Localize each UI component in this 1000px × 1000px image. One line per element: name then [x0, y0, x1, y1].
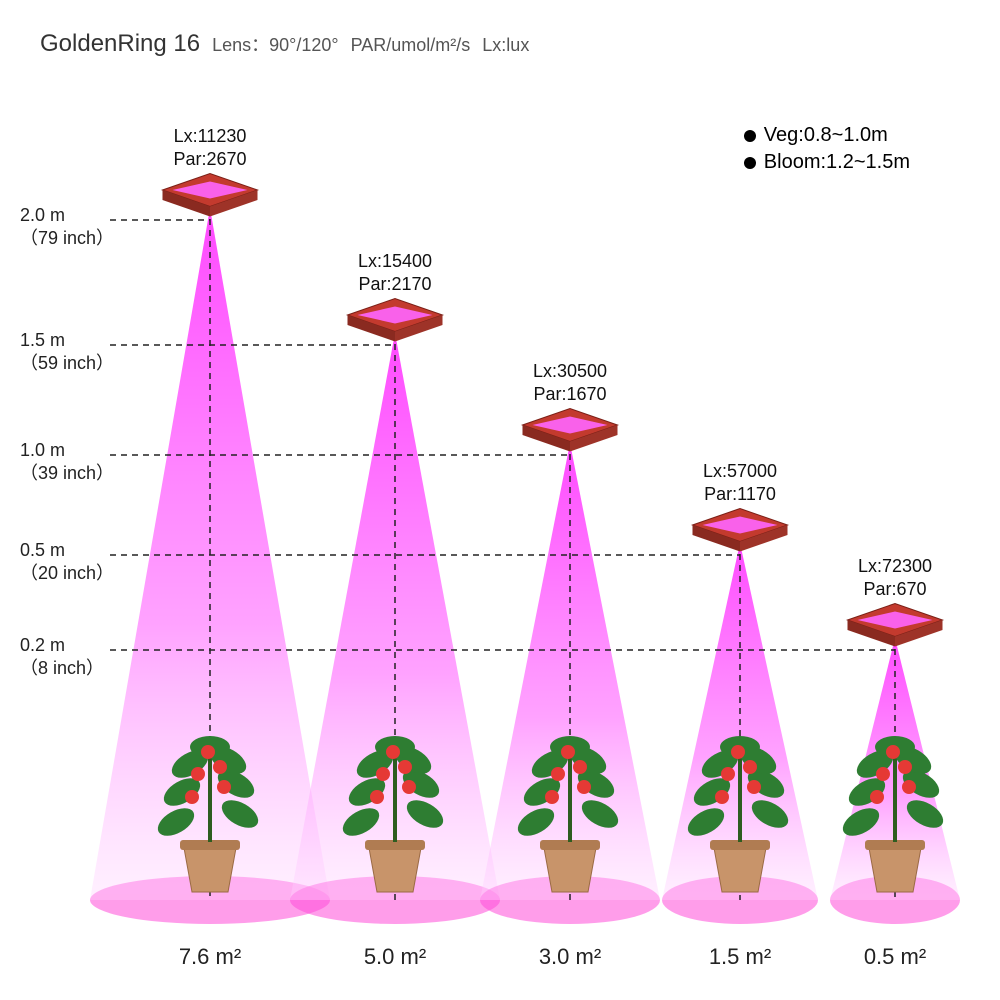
lx-value: Lx:30500 [533, 360, 607, 383]
led-panel [693, 509, 788, 552]
height-inch: （59 inch） [20, 352, 114, 375]
lx-value: Lx:57000 [703, 460, 777, 483]
par-value: Par:670 [858, 578, 932, 601]
area-label: 0.5 m² [864, 944, 926, 970]
par-value: Par:2670 [173, 148, 246, 171]
led-panel [348, 299, 443, 342]
height-label: 0.2 m（8 inch） [20, 634, 104, 681]
lx-value: Lx:15400 [358, 250, 432, 273]
lx-value: Lx:11230 [173, 125, 246, 148]
height-label: 2.0 m（79 inch） [20, 204, 114, 251]
par-value: Par:1670 [533, 383, 607, 406]
area-label: 5.0 m² [364, 944, 426, 970]
height-m: 0.2 m [20, 634, 104, 657]
area-label: 1.5 m² [709, 944, 771, 970]
par-value: Par:1170 [703, 483, 777, 506]
par-value: Par:2170 [358, 273, 432, 296]
height-inch: （39 inch） [20, 462, 114, 485]
area-label: 3.0 m² [539, 944, 601, 970]
height-inch: （20 inch） [20, 562, 114, 585]
reading-label: Lx:57000Par:1170 [703, 460, 777, 505]
height-label: 1.0 m（39 inch） [20, 439, 114, 486]
led-panel [848, 604, 943, 647]
height-label: 0.5 m（20 inch） [20, 539, 114, 586]
lx-value: Lx:72300 [858, 555, 932, 578]
height-m: 2.0 m [20, 204, 114, 227]
height-m: 1.5 m [20, 329, 114, 352]
height-label: 1.5 m（59 inch） [20, 329, 114, 376]
reading-label: Lx:11230Par:2670 [173, 125, 246, 170]
reading-label: Lx:72300Par:670 [858, 555, 932, 600]
reading-label: Lx:15400Par:2170 [358, 250, 432, 295]
area-label: 7.6 m² [179, 944, 241, 970]
height-inch: （79 inch） [20, 227, 114, 250]
height-inch: （8 inch） [20, 657, 104, 680]
reading-label: Lx:30500Par:1670 [533, 360, 607, 405]
height-m: 0.5 m [20, 539, 114, 562]
height-m: 1.0 m [20, 439, 114, 462]
chart-canvas [0, 0, 1000, 1000]
led-panel [523, 409, 618, 452]
led-panel [163, 174, 258, 217]
